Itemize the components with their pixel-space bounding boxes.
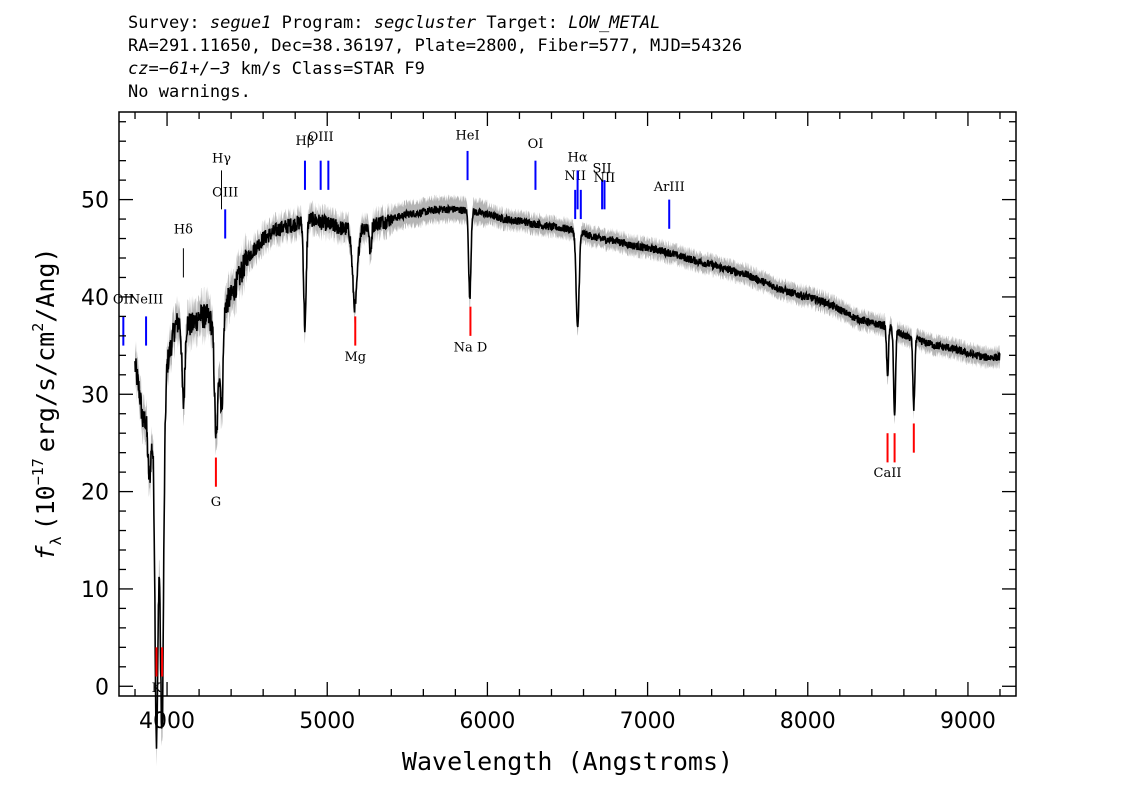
y-tick-label: 50 — [81, 189, 109, 214]
spectrum-series — [134, 203, 1001, 749]
marker-label-hγ: Hγ — [212, 152, 231, 167]
x-tick-label: 6000 — [459, 709, 515, 734]
spectrum-line — [134, 203, 1001, 749]
spectrum-header: Survey: segue1 Program: segcluster Targe… — [128, 12, 742, 104]
target-label: Target: — [486, 13, 558, 33]
y-axis-label-sub: λ — [47, 536, 65, 545]
marker-label-hei: HeI — [455, 128, 479, 143]
y-axis-label-pre: (10 — [31, 485, 60, 530]
y-axis-label-f: f — [31, 545, 60, 561]
y-tick-label: 0 — [95, 675, 109, 700]
error-band-area — [135, 194, 1000, 767]
header-line-survey: Survey: segue1 Program: segcluster Targe… — [128, 12, 742, 35]
marker-label-hδ: Hδ — [174, 223, 193, 238]
marker-label-ariii: ArIII — [653, 180, 685, 195]
header-line-warnings: No warnings. — [128, 82, 251, 102]
redshift-value: cz=−61+/−3 — [128, 59, 231, 79]
x-tick-label: 8000 — [780, 709, 836, 734]
header-line-coordinates: RA=291.11650, Dec=38.36197, Plate=2800, … — [128, 36, 743, 56]
program-label: Program: — [281, 13, 364, 33]
marker-label-caii: CaII — [874, 466, 902, 481]
class-value: km/s Class=STAR F9 — [240, 59, 425, 79]
survey-value: segue1 — [209, 13, 272, 33]
x-axis: 4000 5000 6000 7000 8000 9000 — [134, 112, 1001, 734]
y-tick-label: 30 — [81, 383, 109, 408]
marker-label-oi: OI — [528, 137, 544, 152]
target-value: LOW_METAL — [568, 13, 661, 33]
marker-label-nii: NII — [564, 169, 586, 184]
header-line-redshift: cz=−61+/−3 km/s Class=STAR F9 — [128, 58, 742, 81]
x-axis-label: Wavelength (Angstroms) — [402, 747, 733, 776]
program-value: segcluster — [373, 13, 477, 33]
marker-label-mg: Mg — [344, 350, 366, 365]
y-axis-label-exp2: 2 — [29, 323, 47, 332]
y-axis-label-mid: erg/s/cm — [31, 332, 60, 452]
y-tick-label: 40 — [81, 286, 109, 311]
marker-label-hβ: Hβ — [296, 134, 315, 149]
x-tick-label: 4000 — [139, 709, 195, 734]
plot-frame — [118, 111, 1017, 697]
y-tick-label: 20 — [81, 481, 109, 506]
y-axis-label: fλ (10−17 erg/s/cm2/Ang) — [29, 247, 65, 560]
marker-label-nii: NII — [594, 171, 616, 186]
y-axis-label-post: /Ang) — [31, 247, 60, 322]
marker-label-oiii: OIII — [308, 130, 334, 145]
marker-label-sii: SII — [593, 161, 612, 176]
marker-label-hα: Hα — [568, 151, 588, 166]
marker-label-g: G — [211, 495, 221, 510]
marker-label-na-d: Na D — [454, 340, 488, 355]
y-axis: 0 10 20 30 40 50 — [81, 121, 1016, 700]
marker-label-k: K — [152, 681, 162, 696]
error-band — [135, 194, 1000, 767]
x-tick-label: 5000 — [299, 709, 355, 734]
y-tick-label: 10 — [81, 578, 109, 603]
marker-label-neiii: NeIII — [129, 293, 163, 308]
y-axis-label-exp: −17 — [29, 458, 47, 485]
x-tick-label: 7000 — [620, 709, 676, 734]
x-tick-label: 9000 — [940, 709, 996, 734]
marker-label-oiii: OIII — [212, 186, 238, 201]
survey-label: Survey: — [128, 13, 200, 33]
